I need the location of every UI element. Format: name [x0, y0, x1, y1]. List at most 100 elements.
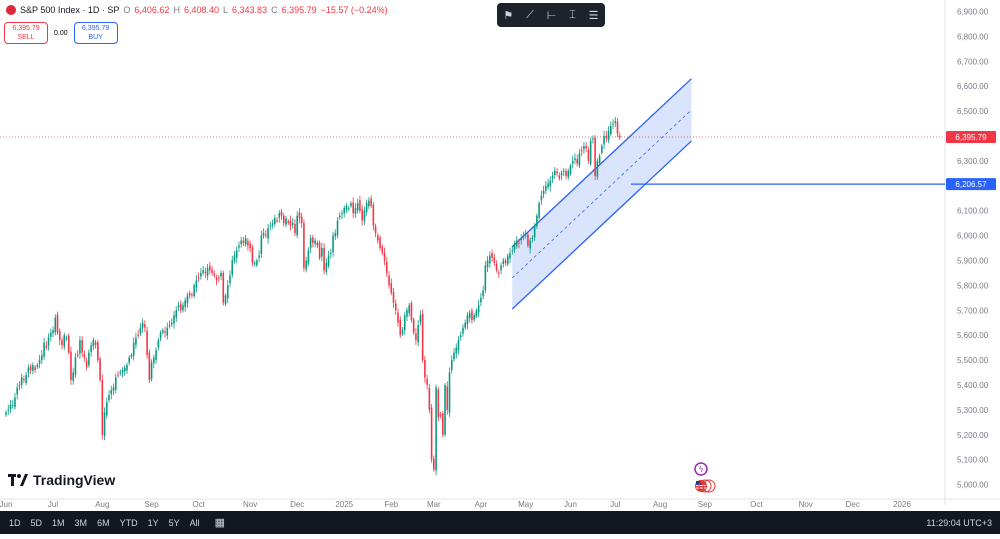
timeframe-3m[interactable]: 3M: [74, 517, 88, 528]
symbol-logo-icon: [6, 5, 16, 15]
candle-body: [345, 205, 348, 210]
lightning-icon[interactable]: [694, 462, 708, 476]
candle-body: [269, 225, 272, 227]
candle-body: [128, 357, 130, 363]
candle-body: [341, 213, 343, 215]
time-tick-label: Apr: [475, 500, 488, 509]
symbol-title[interactable]: S&P 500 Index · 1D · SP: [20, 5, 120, 15]
candle-body: [498, 272, 500, 274]
price-tick-label: 5,200.00: [957, 431, 989, 440]
time-tick-label: Jun: [564, 500, 577, 509]
candle-body: [614, 121, 617, 123]
candle-body: [522, 235, 525, 237]
compare-icon[interactable]: ⌶: [569, 8, 576, 21]
candle-body: [159, 332, 162, 339]
candle-body: [446, 386, 449, 410]
candle-body: [412, 319, 415, 333]
channel-mid-line: [511, 109, 692, 279]
candle-body: [562, 170, 565, 172]
timeframe-5y[interactable]: 5Y: [168, 517, 180, 528]
candle-body: [365, 203, 368, 213]
candle-body: [251, 247, 254, 263]
time-tick-label: Aug: [95, 500, 109, 509]
candle-body: [473, 315, 475, 320]
candle-body: [309, 238, 312, 249]
timeframe-6m[interactable]: 6M: [97, 517, 110, 528]
candle-body: [45, 345, 48, 348]
flag-icon[interactable]: ⚑: [503, 9, 514, 22]
candle-body: [419, 315, 422, 323]
calendar-range-icon[interactable]: ▦: [214, 517, 226, 529]
candle-body: [67, 335, 70, 353]
candle-body: [61, 340, 63, 346]
candle-body: [296, 215, 298, 236]
candle-body: [592, 138, 594, 140]
timeframe-1y[interactable]: 1Y: [147, 517, 159, 528]
candle-body: [193, 285, 195, 297]
line-tool-icon[interactable]: ⟋: [526, 8, 534, 21]
timeframe-all[interactable]: All: [189, 517, 200, 528]
candle-body: [130, 355, 133, 357]
candle-body: [551, 175, 554, 179]
us-flag-icon[interactable]: [695, 479, 716, 493]
candle-body: [253, 262, 256, 264]
clock-time[interactable]: 11:29:04 UTC+3: [926, 517, 992, 528]
candle-body: [92, 340, 95, 346]
time-tick-label: Mar: [427, 500, 441, 509]
timeframe-1m[interactable]: 1M: [52, 517, 65, 528]
candle-body: [334, 233, 337, 237]
candle-body: [569, 165, 572, 174]
candle-body: [610, 126, 612, 134]
candle-body: [247, 241, 249, 246]
price-tick-label: 5,700.00: [957, 306, 989, 315]
timeframe-1d[interactable]: 1D: [9, 517, 21, 528]
time-tick-label: Dec: [290, 500, 304, 509]
candle-body: [359, 200, 361, 211]
candle-body: [195, 280, 198, 288]
time-tick-label: Dec: [846, 500, 860, 509]
candle-body: [213, 273, 216, 276]
candle-body: [11, 404, 14, 406]
candle-body: [85, 360, 88, 368]
candle-body: [515, 240, 518, 247]
candle-body: [338, 215, 341, 218]
open-label: O: [123, 5, 131, 15]
low-value: 6,343.83: [232, 5, 268, 15]
buy-button[interactable]: 6,395.79 BUY: [73, 22, 118, 44]
candle-body: [468, 312, 471, 319]
candle-body: [132, 342, 135, 356]
candle-body: [471, 310, 473, 321]
candle-body: [146, 330, 148, 356]
candle-body: [343, 208, 346, 214]
settings-lines-icon[interactable]: ☰: [588, 9, 599, 22]
candle-body: [596, 160, 599, 177]
candle-body: [88, 352, 90, 366]
timeframe-5d[interactable]: 5D: [30, 517, 43, 528]
trade-panel: 6,395.79 SELL 0.00 6,395.79 BUY: [4, 22, 118, 44]
candle-body: [103, 412, 106, 437]
measure-icon[interactable]: ⊢: [546, 9, 557, 22]
candle-body: [101, 379, 104, 435]
candle-body: [94, 342, 97, 346]
candle-body: [117, 374, 119, 376]
sell-button[interactable]: 6,395.79 SELL: [4, 22, 48, 44]
candle-body: [495, 263, 498, 271]
close-label: C: [271, 5, 278, 15]
candle-body: [72, 372, 74, 381]
candle-body: [605, 135, 608, 139]
candle-body: [9, 404, 12, 410]
candle-body: [202, 270, 204, 273]
candle-body: [457, 340, 460, 350]
candle-body: [267, 228, 269, 239]
timeframe-ytd[interactable]: YTD: [119, 517, 138, 528]
candle-body: [484, 265, 487, 291]
sell-price: 6,395.79: [12, 25, 40, 32]
sell-label: SELL: [17, 34, 35, 41]
tradingview-logo[interactable]: TradingView: [8, 472, 115, 488]
candle-body: [520, 238, 522, 241]
candle-body: [20, 377, 23, 385]
buy-price: 6,395.79: [82, 25, 110, 32]
candle-body: [531, 238, 534, 240]
